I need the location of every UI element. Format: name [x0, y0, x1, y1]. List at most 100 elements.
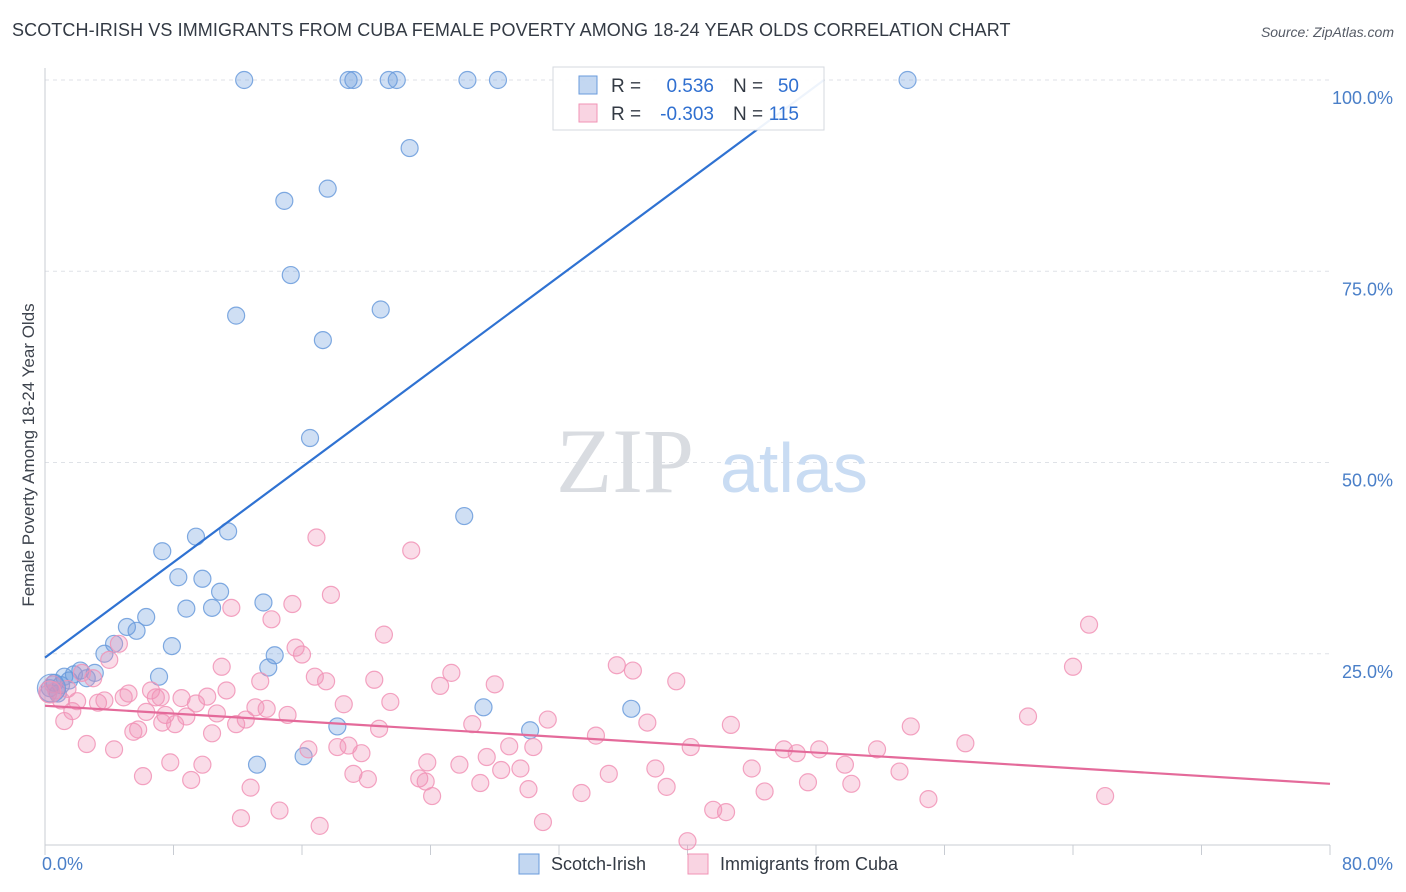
cuba-point	[890, 762, 909, 781]
gridlines	[45, 79, 1330, 655]
cuba-trend-line	[44, 704, 1331, 785]
scotch-irish-point	[202, 598, 222, 617]
scotch-irish-point	[210, 582, 230, 601]
cuba-point	[667, 672, 686, 691]
cuba-point	[374, 625, 394, 644]
cuba-point	[538, 710, 557, 729]
scotch-irish-point	[127, 621, 146, 640]
cuba-point	[1018, 707, 1038, 726]
cuba-point	[146, 688, 165, 707]
scotch-irish-point	[622, 699, 641, 718]
cuba-point	[270, 801, 289, 820]
cuba-point	[607, 656, 626, 675]
scotch-irish-point	[371, 300, 390, 319]
cuba-point	[77, 734, 96, 754]
cuba-point	[365, 670, 384, 689]
cuba-point	[283, 594, 302, 614]
stats-r-label: R =	[611, 104, 641, 125]
cuba-point	[202, 724, 222, 743]
cuba-point	[810, 740, 829, 759]
cuba-point	[177, 707, 196, 726]
y-tick-label: 50.0%	[1342, 471, 1393, 491]
scotch-irish-point	[227, 306, 246, 325]
y-tick-label: 75.0%	[1342, 279, 1393, 299]
stats-r-value: -0.303	[660, 104, 714, 125]
cuba-point	[524, 737, 543, 757]
cuba-point	[186, 694, 206, 713]
cuba-point	[721, 715, 740, 734]
cuba-point	[217, 681, 236, 700]
cuba-point	[657, 777, 676, 796]
scotch-irish-point	[488, 70, 508, 90]
cuba-point	[755, 782, 774, 801]
scotch-irish-point	[474, 698, 493, 717]
scotch-irish-point	[235, 70, 254, 90]
cuba-point	[262, 610, 281, 629]
data-points	[36, 70, 1115, 851]
scotch-irish-point	[387, 70, 406, 90]
cuba-point	[956, 734, 975, 753]
x-tick-label: 0.0%	[42, 854, 83, 874]
cuba-point	[901, 717, 920, 736]
cuba-point	[307, 528, 326, 547]
stats-n-label: N =	[733, 76, 763, 97]
cuba-point	[646, 759, 665, 778]
stats-n-value: 50	[778, 76, 799, 97]
trend-lines	[44, 79, 1331, 785]
scotch-irish-point	[313, 331, 332, 350]
y-tick-label: 25.0%	[1342, 662, 1393, 682]
scotch-irish-point	[281, 265, 300, 285]
cuba-point	[1063, 657, 1083, 676]
cuba-point	[129, 720, 148, 739]
scotch-irish-point	[247, 755, 267, 774]
legend-label-scotch-irish: Scotch-Irish	[551, 854, 646, 874]
cuba-point	[38, 680, 62, 704]
scotch-irish-trend-line	[44, 79, 825, 659]
cuba-point	[305, 667, 324, 686]
legend-swatch-cuba	[687, 853, 709, 875]
scotch-irish-point	[193, 569, 212, 588]
cuba-point	[798, 773, 818, 792]
cuba-point	[310, 816, 329, 835]
cuba-point	[299, 740, 318, 759]
scotch-irish-point	[186, 527, 206, 546]
chart-title: SCOTCH-IRISH VS IMMIGRANTS FROM CUBA FEM…	[12, 20, 1011, 40]
scotch-irish-point	[898, 70, 917, 90]
y-axis-label: Female Poverty Among 18-24 Year Olds	[19, 303, 38, 606]
cuba-point	[84, 669, 103, 688]
cuba-point	[477, 747, 496, 767]
stats-box: R = 0.536 N = 50 R = -0.303 N = 115	[552, 66, 825, 131]
cuba-point	[431, 676, 450, 695]
scotch-irish-point	[254, 593, 273, 612]
scotch-irish-point	[339, 70, 358, 90]
cuba-point	[212, 657, 231, 676]
cuba-point	[1079, 615, 1099, 634]
cuba-point	[485, 675, 504, 694]
scotch-irish-point	[137, 607, 156, 627]
stats-swatch	[578, 103, 598, 123]
cuba-point	[292, 645, 312, 664]
scotch-irish-point	[169, 568, 188, 587]
x-tick-label: 80.0%	[1342, 854, 1393, 874]
cuba-point	[316, 672, 336, 691]
cuba-point	[716, 803, 736, 822]
cuba-point	[842, 774, 861, 793]
cuba-point	[511, 759, 530, 778]
cuba-point	[358, 770, 377, 789]
cuba-point	[681, 737, 700, 757]
scotch-irish-point	[149, 667, 169, 686]
cuba-point	[68, 692, 87, 711]
cuba-point	[119, 684, 138, 703]
stats-box-frame	[552, 66, 825, 131]
scotch-irish-point	[458, 70, 477, 90]
cuba-point	[416, 772, 435, 791]
watermark-zip: ZIP	[556, 410, 694, 512]
scotch-irish-point	[36, 673, 67, 703]
cuba-point	[58, 679, 77, 699]
cuba-point	[638, 713, 657, 732]
cuba-point	[207, 704, 226, 723]
cuba-point	[835, 755, 855, 774]
cuba-point	[109, 634, 128, 653]
cuba-point	[231, 809, 251, 828]
cuba-point	[352, 744, 371, 763]
